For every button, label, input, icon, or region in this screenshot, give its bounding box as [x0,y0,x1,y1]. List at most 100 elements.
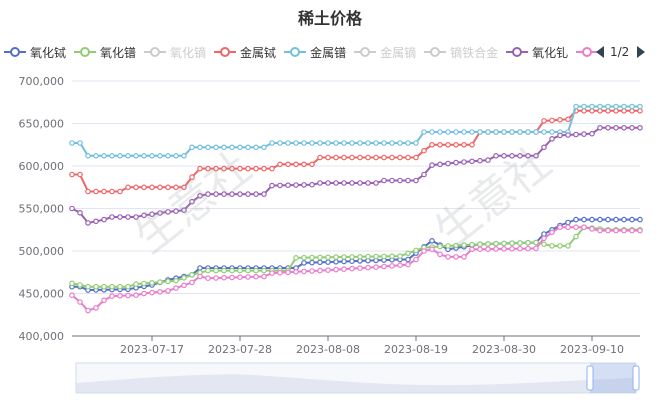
legend-item-8[interactable] [576,42,602,62]
data-point[interactable] [533,129,539,135]
data-point[interactable] [429,162,435,168]
data-point[interactable] [405,261,411,268]
data-point[interactable] [117,214,123,220]
data-point[interactable] [205,191,211,197]
data-point[interactable] [133,153,139,159]
data-point[interactable] [85,153,91,159]
data-point[interactable] [197,144,203,151]
data-point[interactable] [637,103,643,110]
data-point[interactable] [501,129,507,135]
data-point[interactable] [485,157,491,163]
data-point[interactable] [69,292,75,299]
data-point[interactable] [269,182,275,189]
data-point[interactable] [261,144,267,151]
data-point[interactable] [309,259,315,266]
data-point[interactable] [373,154,379,161]
data-point[interactable] [309,140,315,146]
data-point[interactable] [237,267,243,274]
data-point[interactable] [565,219,571,226]
data-point[interactable] [301,254,307,261]
data-point[interactable] [237,165,243,172]
data-point[interactable] [589,130,595,137]
data-point[interactable] [253,191,259,197]
data-point[interactable] [117,153,123,159]
data-point[interactable] [181,282,187,289]
data-point[interactable] [421,129,427,135]
legend-item-2[interactable]: 氧化镝 [144,42,206,62]
data-point[interactable] [165,288,171,294]
data-point[interactable] [285,182,291,189]
data-point[interactable] [109,283,115,290]
data-point[interactable] [269,270,275,276]
data-point[interactable] [77,299,83,305]
data-point[interactable] [325,180,331,186]
data-point[interactable] [309,161,315,168]
data-point[interactable] [541,129,547,135]
data-point[interactable] [181,153,187,159]
data-point[interactable] [269,140,275,146]
data-point[interactable] [389,177,395,184]
data-point[interactable] [557,243,563,249]
data-point[interactable] [69,280,75,287]
data-point[interactable] [557,132,563,139]
data-point[interactable] [557,224,563,231]
data-point[interactable] [261,165,267,172]
data-point[interactable] [341,140,347,146]
data-point[interactable] [93,153,99,159]
data-point[interactable] [453,159,459,166]
data-point[interactable] [445,160,451,167]
data-point[interactable] [533,239,539,246]
data-point[interactable] [413,140,419,146]
data-point[interactable] [597,227,603,234]
data-point[interactable] [525,129,531,135]
data-point[interactable] [221,267,227,274]
data-point[interactable] [325,154,331,161]
data-point[interactable] [253,144,259,151]
data-point[interactable] [173,285,179,291]
data-point[interactable] [341,180,347,186]
data-point[interactable] [581,103,587,110]
data-point[interactable] [597,216,603,223]
data-zoom-slider[interactable] [75,362,640,394]
data-point[interactable] [413,247,419,254]
data-point[interactable] [517,129,523,135]
data-point[interactable] [461,254,467,260]
data-point[interactable] [229,165,235,172]
data-point[interactable] [357,154,363,161]
data-point[interactable] [629,103,635,110]
data-point[interactable] [373,140,379,146]
data-point[interactable] [413,177,419,184]
data-point[interactable] [525,153,531,159]
data-point[interactable] [541,144,547,151]
data-point[interactable] [181,274,187,281]
data-point[interactable] [197,273,203,280]
legend-item-5[interactable]: 金属镝 [354,42,416,62]
data-point[interactable] [261,191,267,197]
data-point[interactable] [605,227,611,234]
data-point[interactable] [69,171,75,178]
data-point[interactable] [485,129,491,135]
data-point[interactable] [533,153,539,159]
data-point[interactable] [629,216,635,223]
data-point[interactable] [341,154,347,161]
data-point[interactable] [621,216,627,223]
data-point[interactable] [357,253,363,260]
data-point[interactable] [117,292,123,299]
data-point[interactable] [205,275,211,282]
data-point[interactable] [461,159,467,165]
data-point[interactable] [301,182,307,188]
data-point[interactable] [589,103,595,110]
data-point[interactable] [541,118,547,124]
data-point[interactable] [285,140,291,146]
data-point[interactable] [573,103,579,110]
data-point[interactable] [229,191,235,197]
data-point[interactable] [141,280,147,287]
data-point[interactable] [237,191,243,197]
data-point[interactable] [325,259,331,265]
data-point[interactable] [157,210,163,216]
data-point[interactable] [421,171,427,178]
data-point[interactable] [77,282,83,288]
data-point[interactable] [325,254,331,261]
data-point[interactable] [629,227,635,234]
data-point[interactable] [333,266,339,273]
